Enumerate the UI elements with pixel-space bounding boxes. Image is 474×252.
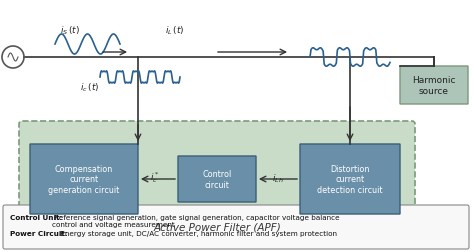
- Text: Control Unit:: Control Unit:: [10, 214, 63, 220]
- Text: Reference signal generation, gate signal generation, capacitor voltage balance
c: Reference signal generation, gate signal…: [52, 214, 340, 227]
- Text: Distortion
current
detection circuit: Distortion current detection circuit: [317, 165, 383, 194]
- Text: Control
circuit: Control circuit: [202, 170, 232, 189]
- FancyBboxPatch shape: [3, 205, 469, 249]
- Text: Compensation
current
generation circuit: Compensation current generation circuit: [48, 165, 119, 194]
- Text: Harmonic
source: Harmonic source: [412, 76, 456, 95]
- FancyBboxPatch shape: [19, 121, 415, 245]
- Text: $i_{Lh}$: $i_{Lh}$: [272, 172, 284, 184]
- Text: $i_c^*$: $i_c^*$: [150, 169, 160, 184]
- FancyBboxPatch shape: [300, 144, 400, 214]
- Text: Active Power Filter (APF): Active Power Filter (APF): [153, 222, 281, 232]
- FancyBboxPatch shape: [30, 144, 138, 214]
- FancyBboxPatch shape: [178, 156, 256, 202]
- Text: $i_c\,(t)$: $i_c\,(t)$: [80, 81, 100, 94]
- Text: Energy storage unit, DC/AC converter, harmonic filter and system protection: Energy storage unit, DC/AC converter, ha…: [58, 230, 337, 236]
- FancyBboxPatch shape: [400, 67, 468, 105]
- Text: Power Circuit:: Power Circuit:: [10, 230, 68, 236]
- Text: $i_L\,(t)$: $i_L\,(t)$: [165, 25, 184, 37]
- Text: $i_S\,(t)$: $i_S\,(t)$: [60, 25, 80, 37]
